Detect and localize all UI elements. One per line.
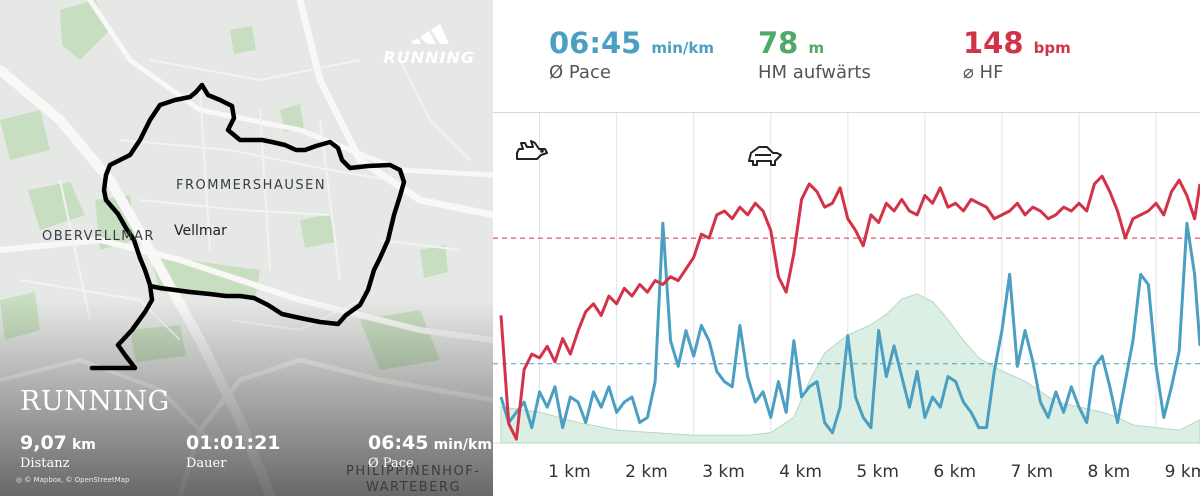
brand-badge: RUNNING [383,22,475,67]
place-label-obervellmar: OBERVELLMAR [42,229,155,244]
pace-unit: min/km [651,39,714,57]
adidas-logo-icon [411,24,450,44]
distance-label: Distanz [20,456,70,471]
x-tick-label: 4 km [779,462,822,482]
place-label-frommershausen: FROMMERSHAUSEN [176,178,327,193]
heart-rate-label: ⌀ HF [963,62,1004,83]
turtle-icon [748,146,782,166]
distance-value: 9,07 [20,432,67,454]
overlay-title: RUNNING [20,386,170,417]
x-tick-label: 6 km [933,462,976,482]
distance-stat: 9,07 km Distanz [20,432,96,471]
elevation-label: HM aufwärts [758,62,871,83]
elevation-stat: 78 m HM aufwärts [758,26,871,83]
x-tick-label: 8 km [1088,462,1131,482]
pace-label: Ø Pace [549,62,611,83]
place-label-vellmar: Vellmar [174,223,227,239]
run-chart[interactable]: 1 km 2 km 3 km 4 km 5 km 6 km 7 km 8 km 9 km [493,113,1200,496]
chart-svg: 1 km 2 km 3 km 4 km 5 km 6 km 7 km 8 km 9 km [493,113,1200,482]
duration-value: 01:01:21 [186,432,281,454]
place-label-warteberg: WARTEBERG [366,480,462,495]
x-tick-label: 7 km [1010,462,1053,482]
map-canvas [0,0,493,496]
pace-line [499,221,1200,435]
map-pace-value: 06:45 [368,432,429,454]
pace-value: 06:45 [549,26,642,60]
heart-rate-value: 148 [963,26,1024,60]
elevation-unit: m [808,39,825,57]
pace-stat: 06:45 min/km Ø Pace [549,26,714,83]
duration-label: Dauer [186,456,227,471]
x-tick-label: 9 km [1165,462,1200,482]
map-pace-stat: 06:45 min/km Ø Pace [368,432,492,471]
heart-rate-line [499,174,1200,441]
heart-rate-unit: bpm [1033,39,1071,57]
x-tick-label: 2 km [625,462,668,482]
map-pace-unit: min/km [433,437,492,453]
brand-word: RUNNING [383,48,475,67]
map-pace-label: Ø Pace [368,456,414,471]
place-label-philippinenhof: PHILIPPINENHOF- [346,464,481,479]
route-map[interactable]: FROMMERSHAUSEN OBERVELLMAR Vellmar PHILI… [0,0,493,496]
distance-unit: km [71,437,96,453]
heart-rate-stat: 148 bpm ⌀ HF [963,26,1071,83]
stats-header: 06:45 min/km Ø Pace 78 m HM aufwärts 148… [493,0,1200,113]
x-tick-label: 3 km [702,462,745,482]
map-attribution[interactable]: ◎ © Mapbox, © OpenStreetMap [16,476,129,484]
x-tick-label: 1 km [548,462,591,482]
rabbit-icon [516,140,548,160]
elevation-value: 78 [758,26,799,60]
mapbox-logo-icon: ◎ [16,476,23,484]
x-tick-label: 5 km [856,462,899,482]
duration-stat: 01:01:21 Dauer [186,432,281,471]
attribution-text: © Mapbox, © OpenStreetMap [24,476,130,484]
